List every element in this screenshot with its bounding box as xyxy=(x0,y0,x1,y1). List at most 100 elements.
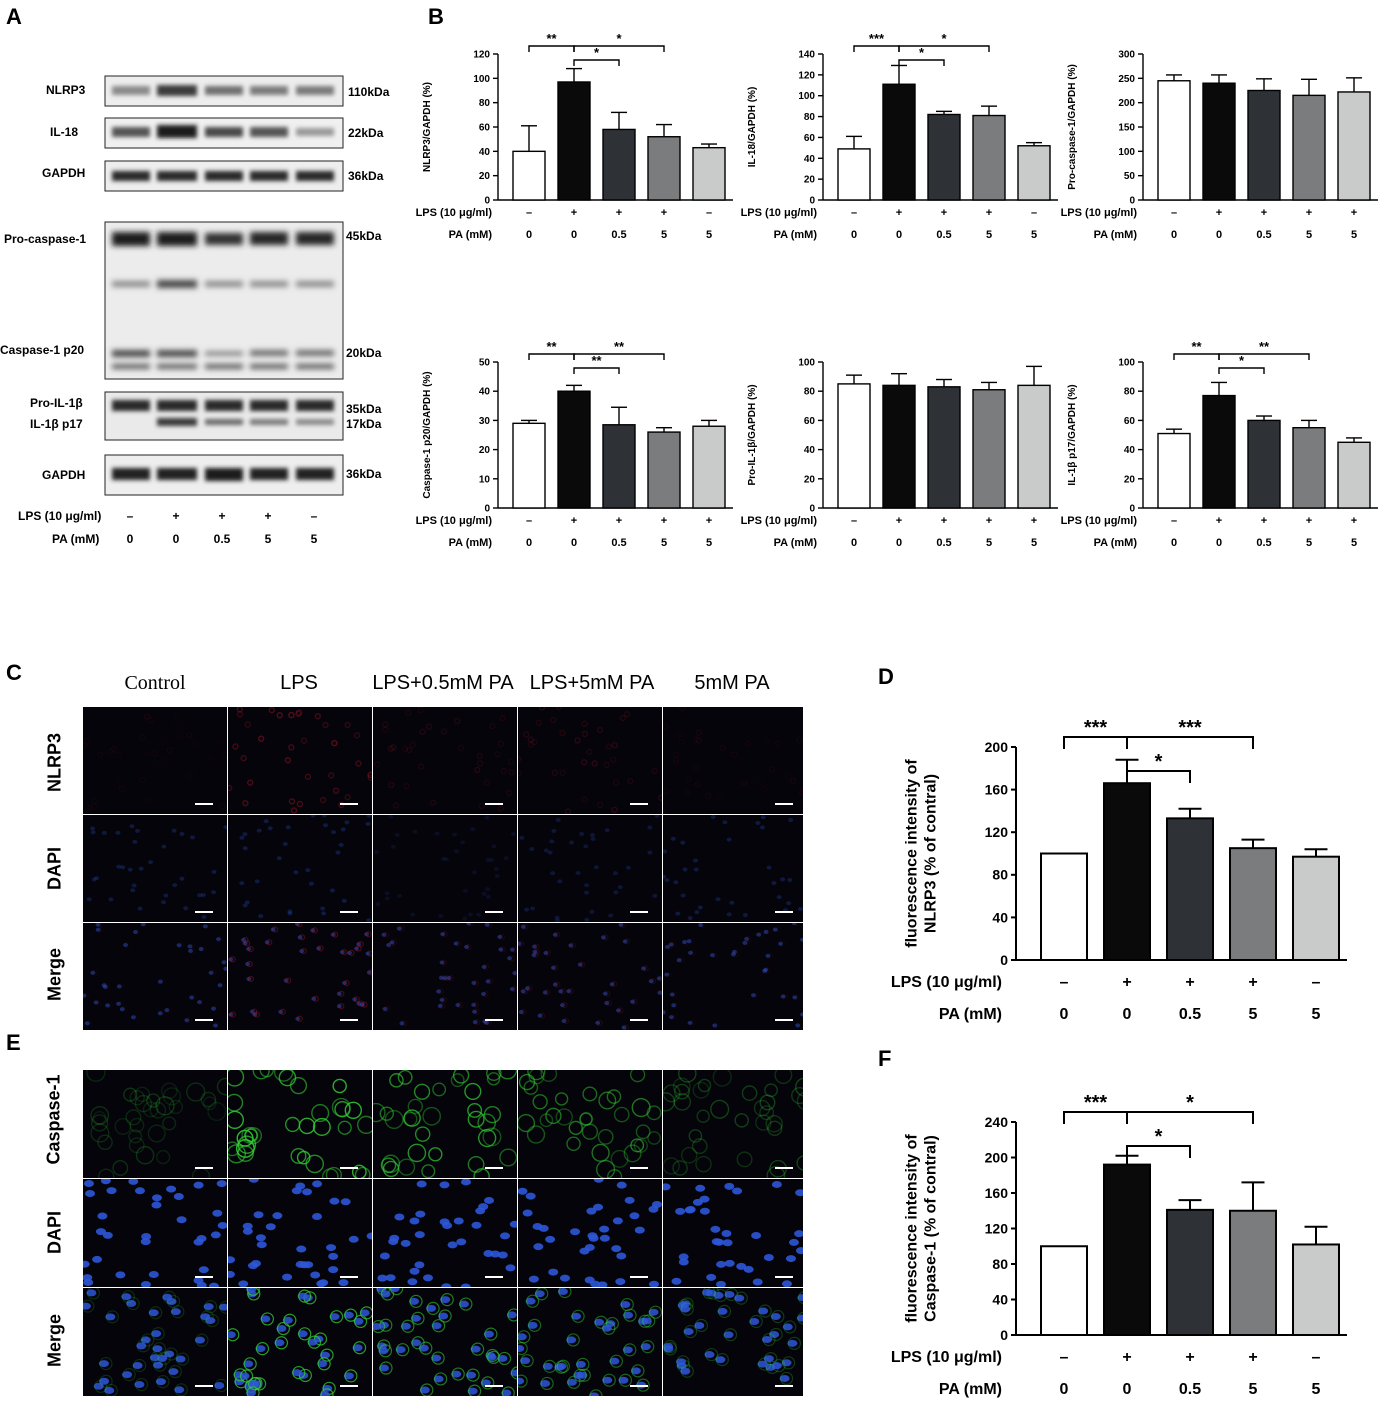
blot-pa-2: 0 xyxy=(173,532,180,546)
y-tick-label-f-0: 0 xyxy=(1000,1327,1008,1343)
y-tick-label-b4-1: 10 xyxy=(479,474,491,485)
pa-label-b2: PA (mM) xyxy=(774,229,818,241)
panel-letter-c: C xyxy=(6,660,22,686)
y-tick-label-b6-0: 0 xyxy=(1129,504,1135,515)
bar-b6-5 xyxy=(1338,442,1370,508)
lps-value-f-3: + xyxy=(1185,1349,1194,1366)
y-tick-label-b6-5: 100 xyxy=(1118,358,1135,369)
y-tick-label-b4-4: 40 xyxy=(479,387,491,398)
y-tick-label-d-0: 0 xyxy=(1000,952,1008,968)
sig-label-d-0: *** xyxy=(1084,717,1108,739)
blot-pa-3: 0.5 xyxy=(214,532,231,546)
sig-bracket-b2-2 xyxy=(899,46,989,52)
blot-lps-4: + xyxy=(264,509,271,523)
lps-value-b3-4: + xyxy=(1306,207,1312,219)
bar-b2-5 xyxy=(1018,146,1050,200)
lps-value-b2-3: + xyxy=(941,207,947,219)
lps-label-b5: LPS (10 μg/ml) xyxy=(741,515,818,527)
pa-value-f-1: 0 xyxy=(1060,1381,1069,1398)
lps-value-b6-1: – xyxy=(1171,515,1177,527)
blot-lps-2: + xyxy=(172,509,179,523)
micro-tile-e-2-5 xyxy=(661,1179,803,1288)
y-tick-label-f-5: 200 xyxy=(985,1149,1009,1165)
bar-b3-4 xyxy=(1293,95,1325,200)
pa-value-b3-3: 0.5 xyxy=(1256,229,1271,241)
micro-tile-e-1-1 xyxy=(83,1070,234,1185)
pa-value-b6-5: 5 xyxy=(1351,537,1357,549)
blot-nlrp3-bands xyxy=(112,85,334,96)
micro-tile-c-3-5 xyxy=(661,921,803,1030)
pa-value-b4-5: 5 xyxy=(706,537,712,549)
y-tick-label-b1-1: 20 xyxy=(479,171,491,182)
pa-value-b5-5: 5 xyxy=(1031,537,1037,549)
lps-value-b5-2: + xyxy=(896,515,902,527)
micro-tile-e-1-5 xyxy=(656,1070,803,1184)
sig-label-b1-0: ** xyxy=(546,31,557,46)
row-label-caspase1: Caspase-1 xyxy=(44,1085,65,1165)
lps-label-d: LPS (10 μg/ml) xyxy=(891,974,1002,991)
bar-b5-2 xyxy=(883,385,915,508)
micro-tile-e-3-2 xyxy=(226,1283,373,1400)
bar-f-4 xyxy=(1230,1211,1276,1335)
sig-label-b6-1: * xyxy=(1239,353,1245,368)
condition-control: Control xyxy=(83,672,227,700)
micro-tile-c-1-5 xyxy=(661,707,803,814)
lps-value-b1-3: + xyxy=(616,207,622,219)
y-tick-label-b3-6: 300 xyxy=(1118,50,1135,61)
pa-value-b3-4: 5 xyxy=(1306,229,1312,241)
sig-bracket-b1-0 xyxy=(529,46,574,52)
lps-value-b3-3: + xyxy=(1261,207,1267,219)
y-tick-label-b3-3: 150 xyxy=(1118,123,1135,134)
micro-tile-e-2-1 xyxy=(83,1177,228,1289)
pa-value-f-3: 0.5 xyxy=(1179,1381,1201,1398)
kda-45: 45kDa xyxy=(346,229,382,243)
blot-pa-1: 0 xyxy=(127,532,134,546)
lps-value-b5-3: + xyxy=(941,515,947,527)
blot-pa-4: 5 xyxy=(265,532,272,546)
lps-value-b6-5: + xyxy=(1351,515,1357,527)
pa-value-b1-4: 5 xyxy=(661,229,667,241)
sig-bracket-b4-2 xyxy=(574,354,664,360)
lps-value-b4-5: + xyxy=(706,515,712,527)
bar-f-1 xyxy=(1041,1246,1087,1335)
bar-d-4 xyxy=(1230,848,1276,960)
pa-value-b5-2: 0 xyxy=(896,537,902,549)
y-tick-label-b2-4: 80 xyxy=(804,112,816,123)
micro-tile-e-3-3 xyxy=(372,1283,524,1399)
y-tick-label-b4-2: 20 xyxy=(479,445,491,456)
kda-36-upper: 36kDa xyxy=(348,169,384,183)
pa-label-b3: PA (mM) xyxy=(1094,229,1138,241)
bar-b2-1 xyxy=(838,149,870,200)
lps-value-d-1: – xyxy=(1060,974,1069,991)
y-tick-label-b4-0: 0 xyxy=(484,504,490,515)
y-tick-label-b2-6: 120 xyxy=(798,70,815,81)
row-label-merge-c: Merge xyxy=(45,940,66,1010)
y-tick-label-b6-1: 20 xyxy=(1124,474,1136,485)
micro-tile-e-3-4 xyxy=(514,1286,662,1400)
label-caspase1-p20: Caspase-1 p20 xyxy=(0,343,84,357)
lps-value-b2-1: – xyxy=(851,207,857,219)
pa-value-b3-2: 0 xyxy=(1216,229,1222,241)
micro-tile-e-1-2 xyxy=(225,1070,374,1184)
y-tick-label-d-1: 40 xyxy=(992,909,1008,925)
sig-label-f-2: * xyxy=(1186,1092,1194,1114)
pa-value-d-3: 0.5 xyxy=(1179,1006,1201,1023)
sig-bracket-b1-1 xyxy=(574,60,619,66)
bar-d-5 xyxy=(1293,857,1339,960)
pa-value-b2-5: 5 xyxy=(1031,229,1037,241)
condition-5pa: 5mM PA xyxy=(660,672,804,700)
bar-f-5 xyxy=(1293,1244,1339,1335)
lps-label-b1: LPS (10 μg/ml) xyxy=(416,207,493,219)
bar-b2-3 xyxy=(928,114,960,200)
pa-value-b2-1: 0 xyxy=(851,229,857,241)
lps-value-b6-4: + xyxy=(1306,515,1312,527)
bar-b4-5 xyxy=(693,426,725,508)
bar-b5-3 xyxy=(928,387,960,508)
kda-110: 110kDa xyxy=(348,85,390,99)
lps-value-d-3: + xyxy=(1185,974,1194,991)
label-il18: IL-18 xyxy=(50,125,78,139)
micro-tile-c-2-4 xyxy=(518,814,662,923)
